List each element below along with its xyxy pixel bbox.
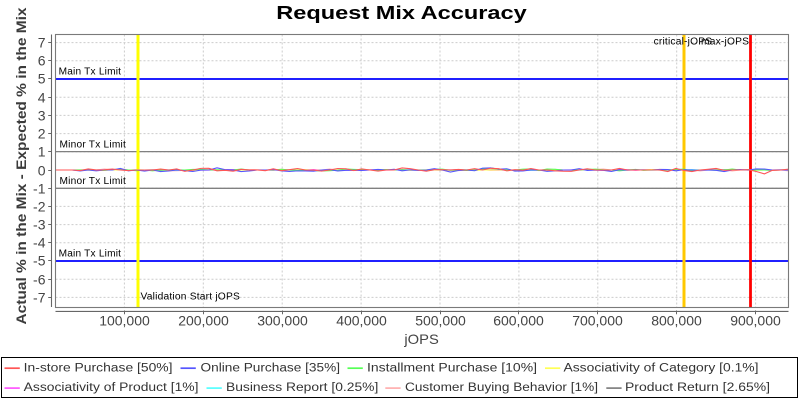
svg-text:400,000: 400,000 (336, 313, 387, 329)
svg-text:Customer Buying Behavior [1%]: Customer Buying Behavior [1%] (405, 382, 598, 394)
svg-text:max-jOPS: max-jOPS (701, 37, 749, 48)
svg-text:200,000: 200,000 (178, 313, 229, 329)
svg-text:Minor Tx Limit: Minor Tx Limit (60, 176, 127, 187)
svg-text:-7: -7 (33, 289, 46, 305)
svg-text:500,000: 500,000 (415, 313, 466, 329)
svg-text:7: 7 (38, 34, 46, 50)
svg-text:Business Report [0.25%]: Business Report [0.25%] (226, 382, 378, 394)
svg-text:-4: -4 (33, 234, 46, 250)
svg-text:600,000: 600,000 (493, 313, 544, 329)
svg-text:Product Return [2.65%]: Product Return [2.65%] (625, 382, 770, 394)
svg-text:-5: -5 (33, 252, 46, 268)
svg-text:700,000: 700,000 (572, 313, 623, 329)
svg-text:900,000: 900,000 (730, 313, 781, 329)
svg-text:-6: -6 (33, 271, 46, 287)
svg-text:In-store Purchase [50%]: In-store Purchase [50%] (24, 362, 173, 374)
svg-text:Request Mix Accuracy: Request Mix Accuracy (276, 3, 527, 23)
svg-text:300,000: 300,000 (257, 313, 308, 329)
svg-text:jOPS: jOPS (403, 331, 438, 347)
svg-text:Validation Start jOPS: Validation Start jOPS (141, 292, 241, 303)
svg-text:0: 0 (38, 162, 46, 178)
svg-text:3: 3 (38, 107, 46, 123)
svg-text:5: 5 (38, 70, 46, 86)
svg-text:Associativity of Product [1%]: Associativity of Product [1%] (24, 382, 199, 394)
svg-text:critical-jOPS: critical-jOPS (654, 37, 713, 48)
svg-text:-3: -3 (33, 216, 46, 232)
svg-text:Associativity of Category [0.1: Associativity of Category [0.1%] (564, 362, 759, 374)
svg-text:Online Purchase [35%]: Online Purchase [35%] (201, 362, 341, 374)
svg-text:6: 6 (38, 52, 46, 68)
svg-text:Actual % in the Mix - Expected: Actual % in the Mix - Expected % in the … (13, 7, 29, 324)
svg-text:Minor Tx Limit: Minor Tx Limit (60, 140, 127, 151)
svg-text:-2: -2 (33, 198, 46, 214)
svg-text:-1: -1 (33, 180, 46, 196)
svg-text:Main Tx Limit: Main Tx Limit (59, 249, 122, 260)
svg-text:800,000: 800,000 (651, 313, 702, 329)
svg-text:Main Tx Limit: Main Tx Limit (59, 67, 122, 78)
svg-text:2: 2 (38, 125, 46, 141)
svg-text:1: 1 (38, 143, 46, 159)
svg-text:4: 4 (38, 89, 46, 105)
svg-text:100,000: 100,000 (99, 313, 150, 329)
svg-text:Installment Purchase [10%]: Installment Purchase [10%] (367, 362, 537, 374)
